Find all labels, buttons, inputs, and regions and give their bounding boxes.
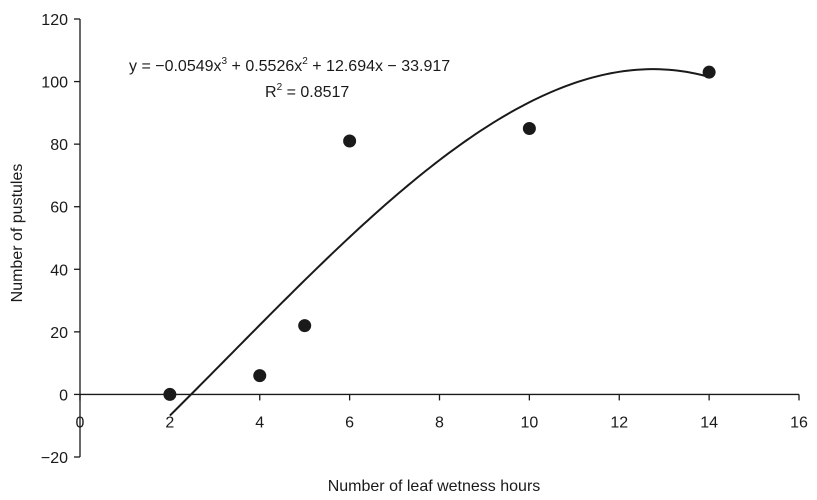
y-tick-label: 40 bbox=[50, 262, 68, 279]
equation-exponent-2: 2 bbox=[302, 56, 308, 67]
x-axis-title: Number of leaf wetness hours bbox=[328, 478, 541, 495]
equation-part-3: + 12.694x − 33.917 bbox=[308, 58, 450, 75]
equation-annotation: y = −0.0549x3 + 0.5526x2 + 12.694x − 33.… bbox=[129, 56, 450, 75]
r-squared-exponent: 2 bbox=[277, 82, 283, 93]
data-point bbox=[343, 134, 357, 148]
x-tick-label: 10 bbox=[520, 414, 538, 431]
data-point bbox=[522, 122, 536, 135]
data-point bbox=[298, 319, 312, 333]
x-tick-label: 14 bbox=[700, 414, 718, 431]
equation-part-1: y = −0.0549x bbox=[129, 58, 222, 75]
y-tick-label: 0 bbox=[59, 387, 68, 404]
x-tick-label: 8 bbox=[435, 414, 444, 431]
data-point bbox=[702, 65, 716, 79]
r-squared-value: = 0.8517 bbox=[282, 84, 349, 101]
data-point bbox=[163, 387, 177, 401]
x-tick-label: 0 bbox=[76, 414, 85, 431]
equation-part-2: + 0.5526x bbox=[227, 58, 302, 75]
y-tick-label: 80 bbox=[50, 137, 68, 154]
x-tick-label: 6 bbox=[345, 414, 354, 431]
x-tick-label: 2 bbox=[165, 414, 174, 431]
data-points bbox=[163, 65, 716, 401]
y-tick-label: 60 bbox=[50, 200, 68, 217]
equation-exponent-3: 3 bbox=[222, 56, 228, 67]
axes bbox=[74, 18, 800, 458]
x-tick-label: 4 bbox=[255, 414, 264, 431]
x-tick-label: 12 bbox=[610, 414, 628, 431]
y-axis-title: Number of pustules bbox=[9, 164, 26, 303]
y-tick-label: 120 bbox=[41, 12, 68, 29]
y-tick-label: 100 bbox=[41, 75, 68, 92]
x-tick-label: 16 bbox=[790, 414, 808, 431]
trendline-curve bbox=[169, 68, 710, 417]
y-tick-label: −20 bbox=[41, 450, 68, 467]
tick-labels: 0 2 4 6 8 10 12 14 16 −20 0 20 40 60 80 100 120 bbox=[41, 12, 808, 467]
r-squared-annotation: R2 = 0.8517 bbox=[265, 82, 349, 101]
data-point bbox=[253, 369, 267, 383]
y-tick-label: 20 bbox=[50, 325, 68, 342]
r-squared-r: R bbox=[265, 84, 277, 101]
